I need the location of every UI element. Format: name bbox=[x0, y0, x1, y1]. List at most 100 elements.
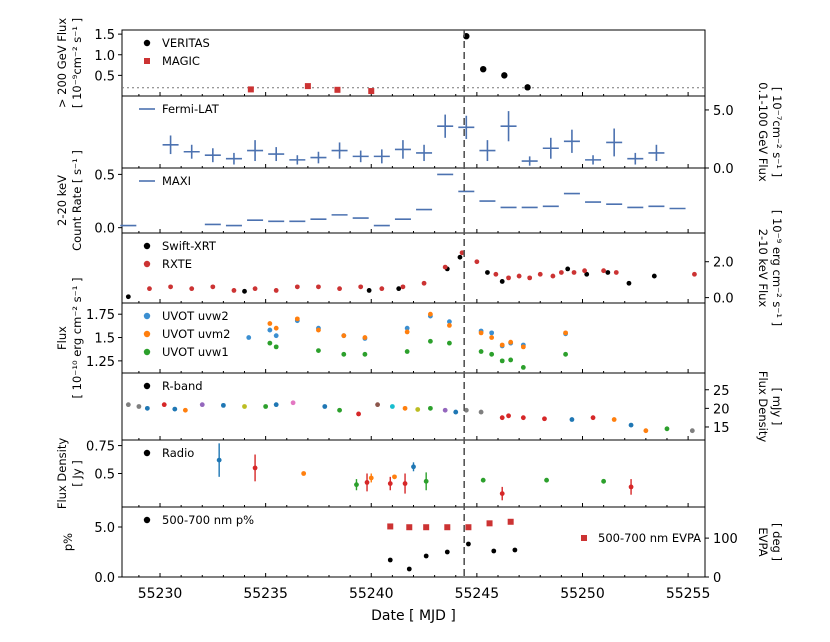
data-point bbox=[474, 259, 480, 265]
data-point bbox=[689, 428, 695, 434]
panel-optical-pol bbox=[118, 506, 709, 578]
data-point bbox=[423, 478, 429, 484]
data-point bbox=[375, 402, 380, 408]
data-point bbox=[389, 404, 395, 409]
data-point bbox=[172, 406, 178, 412]
data-point bbox=[354, 482, 359, 488]
right-y-axis-label: [ 10⁻⁷cm⁻² s⁻¹ ] bbox=[770, 87, 784, 177]
data-point bbox=[273, 333, 279, 339]
data-point bbox=[404, 329, 410, 335]
data-point bbox=[507, 518, 514, 525]
y-tick-label: 0.75 bbox=[86, 440, 115, 455]
data-point bbox=[273, 344, 279, 350]
data-point bbox=[247, 86, 254, 93]
x-tick-label: 55250 bbox=[560, 586, 605, 602]
data-point bbox=[558, 270, 564, 275]
y-tick-label: 0.0 bbox=[94, 222, 115, 237]
data-point bbox=[387, 557, 393, 563]
data-point bbox=[478, 349, 484, 354]
data-point bbox=[489, 330, 495, 336]
data-point bbox=[423, 524, 430, 531]
y-tick-label: 1.5 bbox=[94, 28, 115, 43]
data-point bbox=[508, 339, 514, 345]
data-point bbox=[242, 288, 247, 294]
data-point bbox=[569, 417, 575, 422]
data-point bbox=[563, 351, 568, 357]
y-axis-label: 2-20 keV bbox=[55, 175, 69, 226]
data-point bbox=[273, 325, 279, 331]
data-point bbox=[358, 284, 364, 290]
data-point bbox=[499, 342, 505, 348]
data-point bbox=[628, 484, 634, 490]
data-point bbox=[485, 270, 490, 275]
legend-label: UVOT uvw2 bbox=[162, 309, 229, 323]
data-point bbox=[508, 357, 514, 363]
legend-marker bbox=[143, 312, 151, 320]
right-y-axis-label: 2-10 keV Flux bbox=[756, 229, 770, 308]
x-tick-label: 55235 bbox=[243, 586, 288, 602]
data-point bbox=[387, 481, 393, 486]
data-point bbox=[362, 351, 368, 357]
data-point bbox=[427, 311, 433, 317]
data-point bbox=[427, 338, 433, 344]
data-point bbox=[626, 280, 632, 286]
data-point bbox=[400, 284, 406, 290]
data-point bbox=[341, 351, 347, 357]
panel-frame bbox=[121, 439, 706, 508]
right-y-tick-label: 2.0 bbox=[713, 256, 734, 271]
data-point bbox=[406, 566, 412, 572]
right-y-tick-label: 0 bbox=[713, 571, 721, 586]
legend-label: 500-700 nm p% bbox=[162, 513, 254, 527]
data-point bbox=[501, 72, 508, 79]
y-axis-label: [ 10⁻⁹cm⁻² s⁻¹ ] bbox=[70, 18, 84, 108]
data-point bbox=[520, 415, 526, 421]
legend-label: MAXI bbox=[162, 174, 191, 188]
data-point bbox=[242, 404, 247, 409]
legend-marker bbox=[143, 516, 151, 524]
x-axis-label: Date [ MJD ] bbox=[371, 608, 456, 624]
data-point bbox=[337, 407, 342, 413]
legend-marker bbox=[143, 348, 151, 356]
data-point bbox=[613, 270, 619, 275]
data-point bbox=[524, 84, 531, 91]
right-y-tick-label: 5.0 bbox=[713, 104, 734, 119]
data-point bbox=[463, 407, 469, 413]
y-tick-label: 0.5 bbox=[94, 168, 115, 183]
data-point bbox=[147, 286, 152, 292]
data-point bbox=[263, 404, 269, 409]
data-point bbox=[290, 400, 296, 406]
data-point bbox=[643, 428, 649, 434]
data-point bbox=[499, 415, 505, 421]
right-y-axis-label: Flux Density bbox=[756, 371, 770, 442]
data-point bbox=[364, 480, 370, 485]
legend-label: UVOT uvm2 bbox=[162, 327, 230, 341]
data-point bbox=[392, 474, 397, 480]
data-point bbox=[144, 405, 150, 411]
legend-label: VERITAS bbox=[162, 36, 210, 50]
data-point bbox=[611, 417, 617, 422]
data-point bbox=[322, 404, 328, 409]
legend-marker bbox=[143, 39, 151, 47]
data-point bbox=[404, 349, 410, 354]
data-point bbox=[590, 415, 596, 421]
data-point bbox=[316, 284, 321, 290]
data-point bbox=[571, 270, 577, 275]
y-tick-label: 0.5 bbox=[94, 69, 115, 84]
legend-marker bbox=[581, 535, 587, 541]
x-tick-label: 55245 bbox=[455, 586, 500, 602]
data-point bbox=[499, 279, 505, 284]
data-point bbox=[478, 330, 484, 336]
data-point bbox=[316, 348, 321, 353]
data-point bbox=[442, 264, 448, 270]
data-point bbox=[379, 286, 385, 292]
legend-label: R-band bbox=[162, 379, 203, 393]
y-tick-label: 1.25 bbox=[86, 355, 115, 370]
x-tick-label: 55230 bbox=[138, 586, 183, 602]
data-point bbox=[387, 523, 394, 530]
data-point bbox=[444, 524, 451, 531]
data-point bbox=[294, 284, 300, 290]
data-point bbox=[493, 271, 499, 277]
data-point bbox=[267, 327, 273, 333]
y-axis-label: [ 10⁻¹⁰ erg cm⁻² s⁻¹ ] bbox=[70, 278, 84, 399]
right-y-tick-label: 0.0 bbox=[713, 162, 734, 177]
